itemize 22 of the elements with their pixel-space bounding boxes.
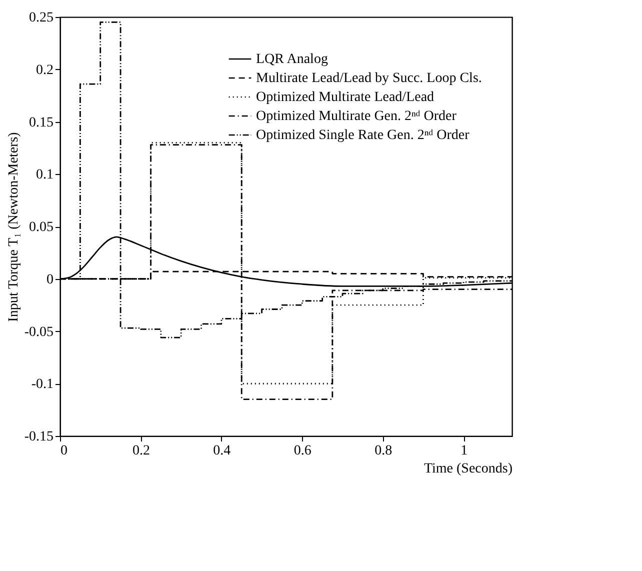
y-tick-label: -0.15	[24, 430, 54, 444]
x-axis-title: Time (Seconds)	[424, 462, 513, 476]
x-tick-label: 1	[460, 444, 468, 458]
legend-label: LQR Analog	[256, 52, 328, 67]
y-tick-label: 0.2	[36, 62, 54, 78]
legend-label: Multirate Lead/Lead by Succ. Loop Cls.	[256, 71, 482, 86]
x-tick-label: 0.6	[294, 444, 312, 458]
y-tick-label: 0.15	[29, 115, 54, 130]
x-tick-label: 0	[60, 444, 68, 458]
x-tick-label: 0.2	[132, 444, 150, 458]
x-tick-label: 0.8	[374, 444, 392, 458]
y-tick-label: 0.05	[29, 220, 54, 235]
y-tick-label: 0.1	[36, 168, 54, 183]
y-tick-label: 0	[46, 272, 54, 288]
y-tick-label: -0.05	[24, 324, 54, 340]
x-tick-label: 0.4	[213, 444, 231, 458]
y-axis-title: Input Torque T₁ (Newton-Meters)	[6, 132, 22, 322]
legend-label: Optimized Single Rate Gen. 2ⁿᵈ Order	[256, 128, 470, 143]
y-tick-label: 0.25	[29, 10, 54, 26]
legend-label: Optimized Multirate Lead/Lead	[256, 90, 434, 105]
legend-label: Optimized Multirate Gen. 2ⁿᵈ Order	[256, 109, 457, 124]
y-tick-label: -0.1	[31, 377, 54, 392]
